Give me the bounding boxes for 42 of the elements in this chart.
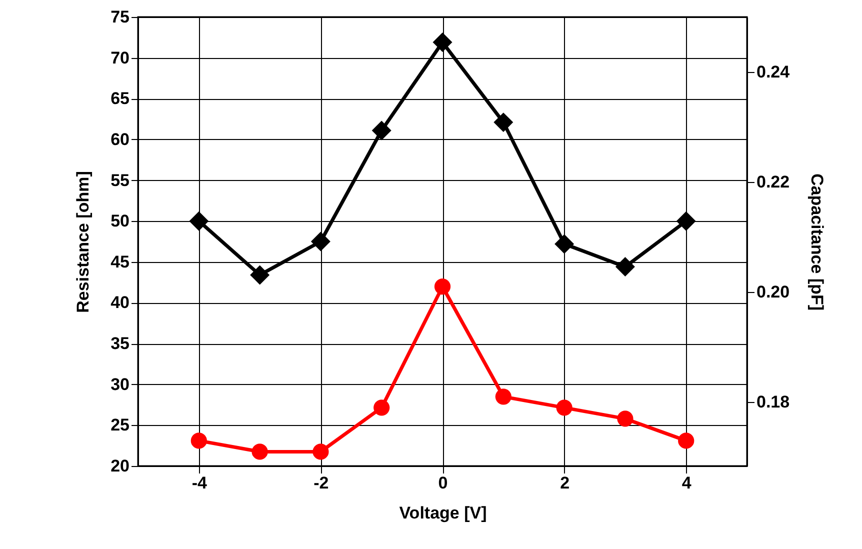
x-tick-label: 2 <box>560 474 570 492</box>
y-tick-label: 25 <box>110 416 130 435</box>
y-tick-label: 60 <box>110 130 130 149</box>
y2-axis-title: Capacitance [pF] <box>808 174 827 310</box>
point <box>374 400 390 416</box>
point <box>617 410 634 427</box>
point <box>252 444 268 460</box>
point <box>189 211 209 231</box>
point <box>312 444 329 460</box>
y-tick-label: 50 <box>110 212 130 231</box>
x-tick-label: -2 <box>314 474 329 492</box>
point <box>554 234 574 254</box>
point <box>676 211 696 231</box>
y2-tick-label: 0.20 <box>756 282 790 302</box>
y-tick-label: 75 <box>110 8 130 26</box>
y-tick-label: 40 <box>110 293 130 312</box>
point <box>250 265 270 285</box>
y-tick-label: 70 <box>110 48 130 68</box>
y-axis-title: Resistance [ohm] <box>74 171 93 313</box>
point <box>190 432 207 449</box>
y2-tick-label: 0.22 <box>756 172 790 192</box>
y-tick-label: 55 <box>110 170 130 190</box>
point <box>310 232 330 252</box>
point <box>372 120 392 140</box>
y2-tick-label: 0.24 <box>756 62 790 82</box>
x-tick-label: 0 <box>438 474 448 492</box>
y2-tick-label: 0.18 <box>756 392 790 412</box>
x-tick-label: -4 <box>192 474 208 492</box>
y-tick-label: 45 <box>110 252 130 272</box>
point <box>615 257 635 277</box>
x-axis-title: Voltage [V] <box>399 504 487 522</box>
point <box>678 432 694 449</box>
y-tick-label: 20 <box>110 456 130 476</box>
point <box>434 278 451 295</box>
x-tick-label: 4 <box>682 474 692 492</box>
point <box>494 112 514 132</box>
y-tick-label: 35 <box>110 334 130 354</box>
point <box>432 32 452 52</box>
point <box>495 388 512 405</box>
y-tick-label: 65 <box>110 89 130 108</box>
y-tick-label: 30 <box>110 374 130 394</box>
point <box>556 400 572 416</box>
